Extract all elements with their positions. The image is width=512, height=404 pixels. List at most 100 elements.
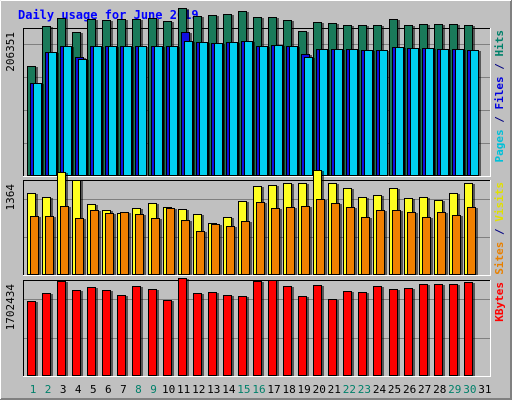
bar-sites-day-16 (256, 202, 265, 275)
bar-kbytes-day-10 (163, 300, 172, 376)
bar-pages-day-15 (244, 41, 253, 176)
bar-sites-day-6 (105, 213, 114, 275)
bar-pages-day-30 (470, 50, 479, 176)
bar-kbytes-day-27 (419, 284, 428, 376)
bar-sites-day-11 (181, 220, 190, 275)
bar-kbytes-day-14 (223, 295, 232, 376)
bar-pages-day-2 (48, 52, 57, 176)
bar-pages-day-3 (63, 46, 72, 176)
bar-pages-day-13 (214, 43, 223, 176)
bar-kbytes-day-25 (389, 289, 398, 376)
bar-pages-day-26 (410, 48, 419, 176)
bar-kbytes-day-23 (358, 292, 367, 376)
bar-sites-day-5 (90, 210, 99, 275)
bar-kbytes-day-21 (328, 299, 337, 376)
bar-kbytes-day-19 (298, 296, 307, 376)
bar-kbytes-day-30 (464, 282, 473, 376)
bar-kbytes-day-16 (253, 281, 262, 376)
bar-pages-day-18 (289, 46, 298, 176)
bar-kbytes-day-7 (117, 295, 126, 376)
bar-sites-day-26 (407, 212, 416, 275)
bar-sites-day-18 (286, 207, 295, 275)
x-tick-label-day-8: 8 (135, 383, 142, 396)
x-tick-label-day-20: 20 (313, 383, 326, 396)
bar-pages-day-4 (78, 59, 87, 176)
legend-part: Hits (493, 30, 506, 57)
bar-pages-day-22 (349, 49, 358, 176)
bar-kbytes-day-20 (313, 285, 322, 376)
bar-sites-day-24 (376, 210, 385, 275)
x-tick-label-day-28: 28 (433, 383, 446, 396)
bar-sites-day-27 (422, 217, 431, 275)
bar-sites-day-13 (211, 224, 220, 275)
bar-kbytes-day-26 (404, 288, 413, 376)
bar-kbytes-day-8 (132, 286, 141, 376)
bar-kbytes-day-4 (72, 290, 81, 376)
bar-sites-day-15 (241, 221, 250, 275)
legend-part: Files (493, 76, 506, 109)
legend-part: KBytes (493, 282, 506, 322)
bar-pages-day-16 (259, 46, 268, 176)
legend-part: Visits (493, 182, 506, 222)
legend-part: / (493, 222, 506, 242)
bar-sites-day-30 (467, 207, 476, 275)
bar-sites-day-29 (452, 215, 461, 275)
bar-sites-day-20 (316, 199, 325, 275)
x-axis: 1 2 3 4 5 6 7 8 9 10 11 12 13 14 15 16 17 18 19 20 21 22 23 24 2… (30, 383, 492, 396)
x-tick-label-day-14: 14 (222, 383, 236, 396)
x-tick-label-day-4: 4 (75, 383, 82, 396)
bar-pages-day-7 (123, 46, 132, 176)
x-tick-label-day-6: 6 (105, 383, 112, 396)
panels-layer: 206351 Pages / Files / Hits 1364 Sites / Vi… (4, 8, 506, 377)
bar-pages-day-8 (138, 46, 147, 176)
x-tick-label-day-26: 26 (403, 383, 416, 396)
x-tick-label-day-10: 10 (162, 383, 175, 396)
x-tick-label-day-24: 24 (373, 383, 387, 396)
bar-kbytes-day-9 (148, 289, 157, 376)
y-max-label: 206351 (4, 32, 17, 72)
x-tick-label-day-17: 17 (267, 383, 280, 396)
series-legend-label: Pages / Files / Hits (493, 30, 506, 163)
panel-kbytes: 1702434 KBytes (4, 278, 506, 377)
x-tick-label-day-13: 13 (207, 383, 220, 396)
bar-kbytes-day-22 (343, 291, 352, 376)
x-tick-label-day-12: 12 (192, 383, 205, 396)
bar-kbytes-day-29 (449, 284, 458, 376)
series-legend-label: KBytes (493, 282, 506, 322)
bar-sites-day-7 (120, 212, 129, 275)
x-tick-label-day-16: 16 (252, 383, 265, 396)
bar-pages-day-17 (274, 45, 283, 176)
bar-kbytes-day-18 (283, 286, 292, 376)
x-tick-label-day-5: 5 (90, 383, 97, 396)
bar-pages-day-14 (229, 42, 238, 176)
bar-pages-day-29 (455, 49, 464, 176)
x-tick-label-day-23: 23 (358, 383, 371, 396)
panel-visitors: 1364 Sites / Visits (4, 170, 506, 276)
x-tick-label-day-18: 18 (282, 383, 295, 396)
x-tick-label-day-31: 31 (478, 383, 491, 396)
bar-kbytes-day-17 (268, 280, 277, 376)
bar-kbytes-day-28 (434, 284, 443, 376)
bar-sites-day-17 (271, 208, 280, 275)
x-tick-label-day-9: 9 (150, 383, 157, 396)
bar-sites-day-21 (331, 203, 340, 275)
bar-kbytes-day-12 (193, 293, 202, 376)
bar-pages-day-21 (334, 49, 343, 176)
legend-part: / (493, 57, 506, 77)
bar-pages-day-5 (93, 46, 102, 176)
bar-kbytes-day-24 (373, 286, 382, 376)
legend-part: / (493, 110, 506, 130)
bar-sites-day-23 (361, 217, 370, 275)
series-legend-label: Sites / Visits (493, 182, 506, 275)
x-tick-label-day-21: 21 (328, 383, 341, 396)
bar-pages-day-6 (108, 46, 117, 176)
bar-kbytes-day-11 (178, 278, 187, 376)
bar-pages-day-11 (184, 41, 193, 176)
bar-pages-day-20 (319, 49, 328, 176)
bar-sites-day-19 (301, 206, 310, 275)
bar-kbytes-day-3 (57, 281, 66, 376)
bar-pages-day-23 (364, 50, 373, 176)
bar-pages-day-24 (379, 50, 388, 176)
bar-kbytes-day-2 (42, 293, 51, 376)
